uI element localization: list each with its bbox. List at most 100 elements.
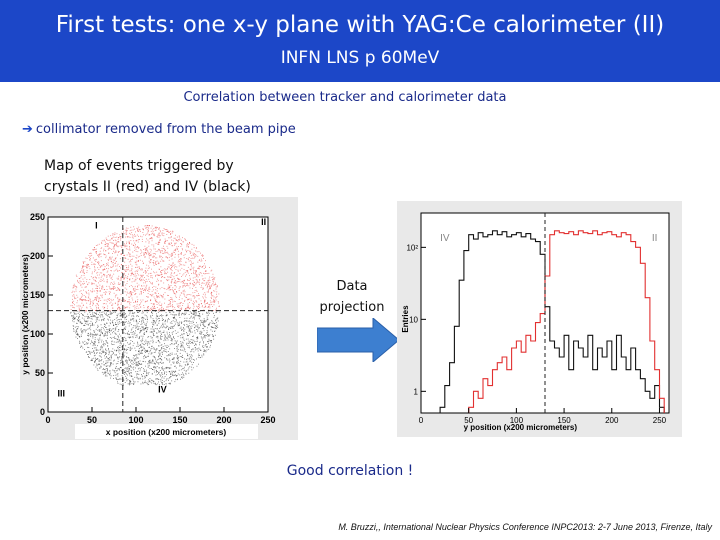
scatter-point	[106, 356, 107, 357]
scatter-point	[94, 341, 95, 342]
scatter-point	[104, 324, 106, 326]
scatter-point	[150, 227, 152, 229]
scatter-point	[205, 282, 207, 284]
scatter-point	[159, 241, 161, 243]
scatter-point	[192, 342, 194, 344]
scatter-point	[176, 240, 178, 241]
scatter-point	[149, 225, 150, 226]
scatter-point	[173, 282, 175, 284]
scatter-point	[157, 297, 158, 299]
scatter-point	[97, 316, 99, 318]
scatter-point	[101, 275, 103, 277]
scatter-point	[187, 243, 189, 245]
scatter-point	[150, 272, 152, 274]
scatter-point	[140, 250, 142, 252]
scatter-point	[118, 340, 120, 342]
scatter-point	[153, 303, 155, 305]
scatter-point	[97, 358, 98, 360]
scatter-point	[163, 384, 165, 385]
scatter-point	[164, 277, 166, 279]
scatter-point	[131, 243, 133, 245]
scatter-point	[118, 288, 120, 290]
scatter-point	[191, 267, 193, 269]
scatter-point	[91, 334, 93, 336]
scatter-point	[113, 250, 114, 252]
scatter-point	[149, 350, 151, 351]
scatter-point	[74, 285, 76, 287]
scatter-point	[187, 362, 189, 364]
scatter-point	[180, 326, 182, 328]
scatter-point	[109, 275, 110, 277]
scatter-point	[119, 353, 121, 355]
scatter-point	[124, 368, 126, 370]
scatter-point	[163, 319, 164, 320]
scatter-point	[189, 340, 191, 342]
scatter-point	[91, 358, 93, 360]
scatter-point	[204, 293, 206, 295]
scatter-point	[127, 278, 129, 279]
scatter-point	[80, 305, 81, 307]
scatter-point	[145, 351, 147, 352]
scatter-point	[88, 338, 90, 340]
scatter-point	[122, 358, 124, 359]
scatter-point	[119, 383, 121, 385]
scatter-point	[137, 299, 139, 301]
scatter-point	[183, 350, 185, 352]
scatter-point	[192, 292, 194, 294]
scatter-point	[88, 300, 90, 302]
scatter-point	[111, 351, 113, 352]
scatter-point	[193, 324, 195, 326]
scatter-point	[91, 322, 93, 324]
scatter-point	[212, 327, 214, 328]
scatter-point	[193, 254, 195, 256]
scatter-point	[172, 328, 174, 329]
scatter-point	[139, 293, 141, 295]
scatter-point	[102, 270, 104, 272]
scatter-point	[149, 252, 150, 254]
scatter-point	[158, 341, 160, 343]
scatter-point	[179, 317, 181, 318]
scatter-point	[96, 308, 97, 310]
scatter-point	[171, 370, 173, 372]
scatter-point	[98, 277, 100, 279]
scatter-point	[149, 288, 151, 290]
scatter-point	[194, 326, 196, 328]
scatter-point	[95, 360, 96, 361]
scatter-point	[156, 271, 158, 273]
scatter-point	[196, 322, 197, 324]
scatter-point	[152, 324, 154, 325]
scatter-point	[169, 354, 170, 356]
scatter-point	[177, 331, 179, 333]
scatter-point	[172, 320, 174, 322]
scatter-point	[128, 255, 130, 257]
scatter-point	[153, 248, 155, 250]
scatter-point	[115, 363, 117, 365]
scatter-point	[182, 285, 184, 286]
scatter-point	[112, 369, 114, 371]
scatter-point	[74, 298, 76, 300]
scatter-point	[164, 338, 166, 340]
scatter-point	[173, 237, 175, 239]
scatter-point	[172, 306, 173, 308]
scatter-point	[163, 232, 165, 234]
scatter-point	[168, 335, 170, 337]
scatter-point	[156, 318, 158, 320]
scatter-point	[187, 245, 189, 247]
scatter-point	[160, 380, 162, 382]
scatter-point	[143, 373, 144, 374]
scatter-point	[138, 354, 140, 356]
scatter-point	[96, 306, 97, 308]
scatter-point	[131, 313, 133, 314]
scatter-point	[126, 294, 127, 296]
scatter-point	[103, 351, 105, 353]
scatter-point	[98, 300, 100, 302]
scatter-point	[103, 240, 105, 242]
scatter-point	[213, 327, 215, 329]
scatter-point	[104, 364, 105, 366]
scatter-point	[117, 319, 119, 320]
scatter-point	[113, 281, 115, 283]
scatter-point	[164, 273, 166, 275]
scatter-point	[115, 242, 117, 244]
scatter-point	[191, 364, 193, 366]
scatter-point	[198, 327, 200, 328]
